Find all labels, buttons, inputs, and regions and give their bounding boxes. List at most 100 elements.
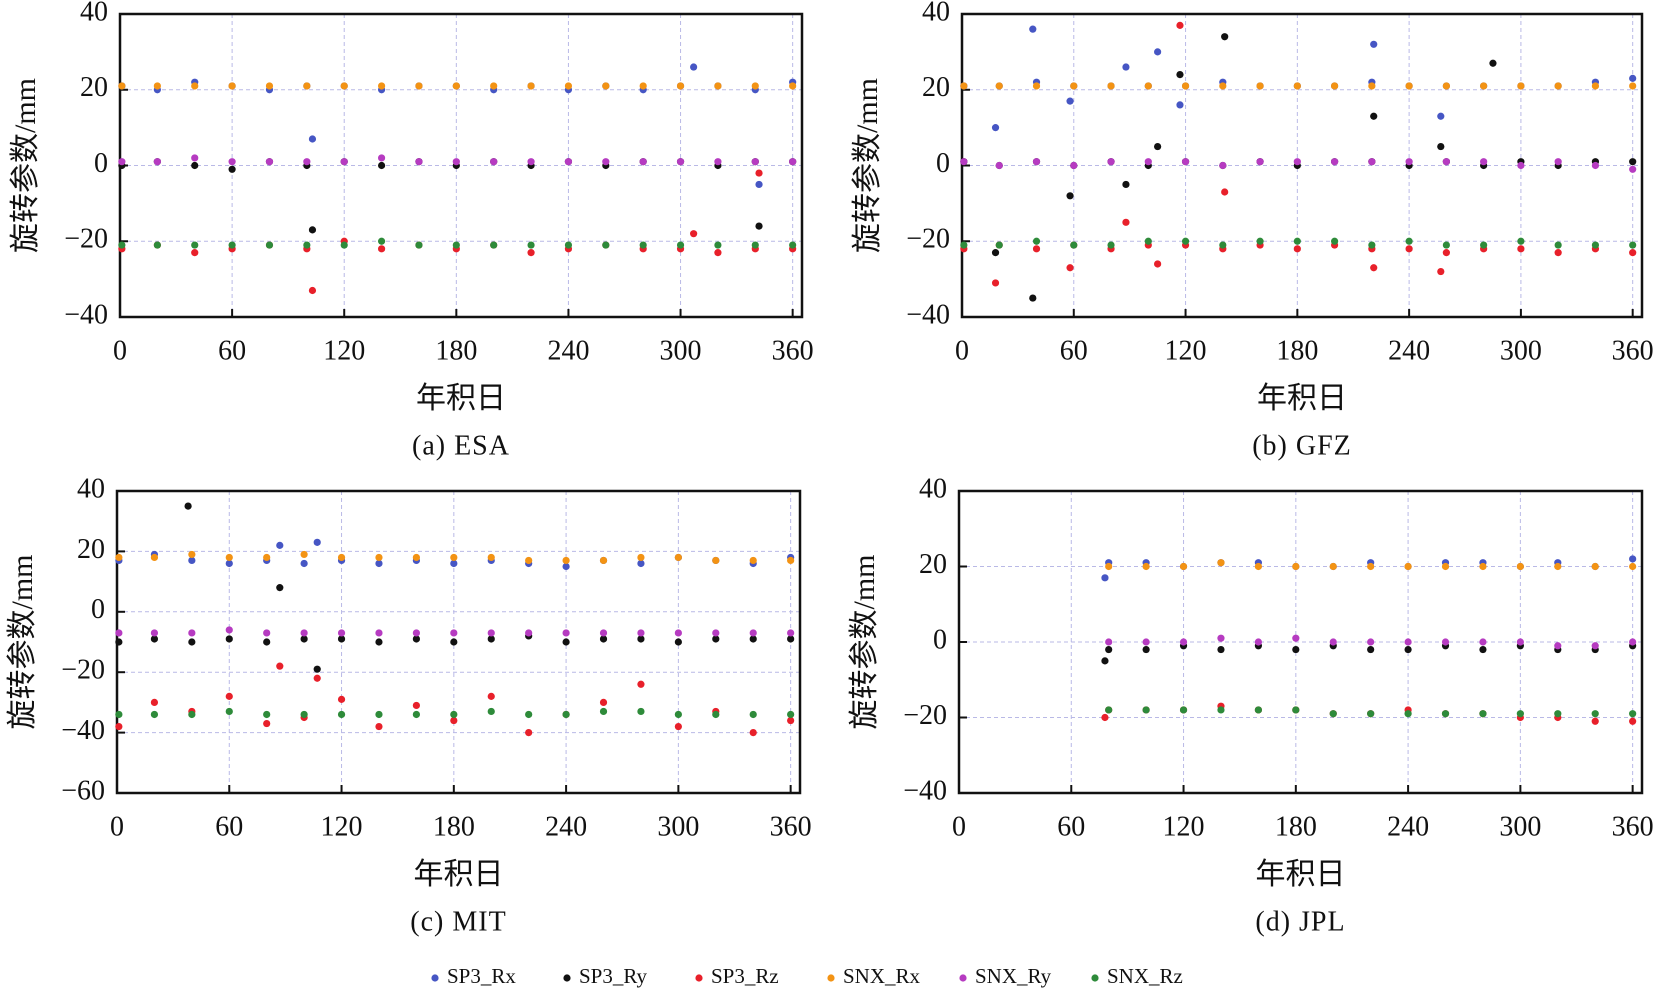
point [1179,638,1188,646]
point [639,241,647,249]
point [300,710,308,719]
point [787,629,795,637]
point [1404,562,1412,571]
point [1179,562,1188,571]
point [1105,562,1113,571]
x-tick-label: 360 [772,335,814,366]
point [1256,82,1264,90]
point [1217,706,1225,714]
legend-marker [1091,974,1099,982]
point [487,553,495,562]
point [375,722,383,731]
point [637,629,645,637]
point [153,158,161,166]
point [1107,241,1115,249]
point [1154,48,1162,56]
point [115,710,123,719]
point [1144,82,1152,90]
point [188,710,196,719]
point [340,82,348,90]
point [1142,645,1150,654]
point [1629,638,1637,646]
point [1144,158,1152,166]
point [1032,158,1041,166]
point [674,638,682,646]
point [1293,158,1301,166]
point [1293,237,1301,245]
point [450,559,458,568]
point [1516,638,1524,646]
point [1554,158,1562,166]
y-axis-label: 旋转参数/mm [6,554,39,729]
point [487,635,495,643]
point [1181,82,1190,90]
point [714,249,722,257]
point [303,82,311,90]
point [1101,574,1109,582]
point [263,629,271,637]
point [602,158,610,166]
y-tick-label: 40 [919,473,947,504]
point [1181,158,1190,166]
point [150,629,159,637]
point [639,158,647,166]
point [637,553,645,562]
y-tick-label: −60 [61,775,105,806]
y-tick-label: 20 [922,72,950,103]
plot-frame [118,12,804,319]
point [313,665,321,673]
point [452,158,460,166]
panel: −60 −40 −20 0 20 40 0 60 120 180 240 300 360 年积日 (c) M… [6,473,812,937]
point [1221,188,1229,196]
point [1176,101,1184,109]
point [1292,634,1300,642]
point [188,638,196,646]
point [1629,74,1637,82]
point [1441,638,1450,646]
point [340,158,348,166]
point [1292,562,1300,571]
point [1629,82,1637,90]
point [191,154,199,162]
point [276,541,284,549]
point [1442,241,1450,249]
point [1217,559,1225,567]
point [637,559,645,568]
point [1629,165,1637,173]
point [188,629,196,637]
point [1105,706,1113,714]
y-tick-label: −40 [903,775,947,806]
point [789,82,797,90]
point [375,638,383,646]
x-tick-label: 0 [955,335,969,366]
y-tick-label: −40 [906,299,950,330]
point [263,553,271,562]
point [676,82,685,90]
point [265,158,274,166]
point [1516,710,1524,718]
point [1405,237,1413,245]
point [1517,161,1525,170]
point [490,241,498,249]
point [599,629,608,637]
point [527,158,535,166]
point [1517,82,1525,90]
point [1480,158,1488,166]
x-tick-label: 240 [1387,811,1429,842]
point [1070,241,1078,249]
x-tick-label: 180 [435,335,477,366]
point [1479,710,1487,718]
point [639,82,647,90]
point [1437,142,1445,151]
point [1591,562,1599,571]
point [1070,82,1078,90]
x-tick-label: 240 [545,811,587,842]
x-tick-label: 60 [1060,335,1088,366]
point [1032,82,1041,90]
point [1404,645,1412,654]
point [1107,158,1115,166]
point [1367,645,1375,654]
point [1554,82,1562,90]
point [415,158,423,166]
plot-frame [957,489,1644,795]
